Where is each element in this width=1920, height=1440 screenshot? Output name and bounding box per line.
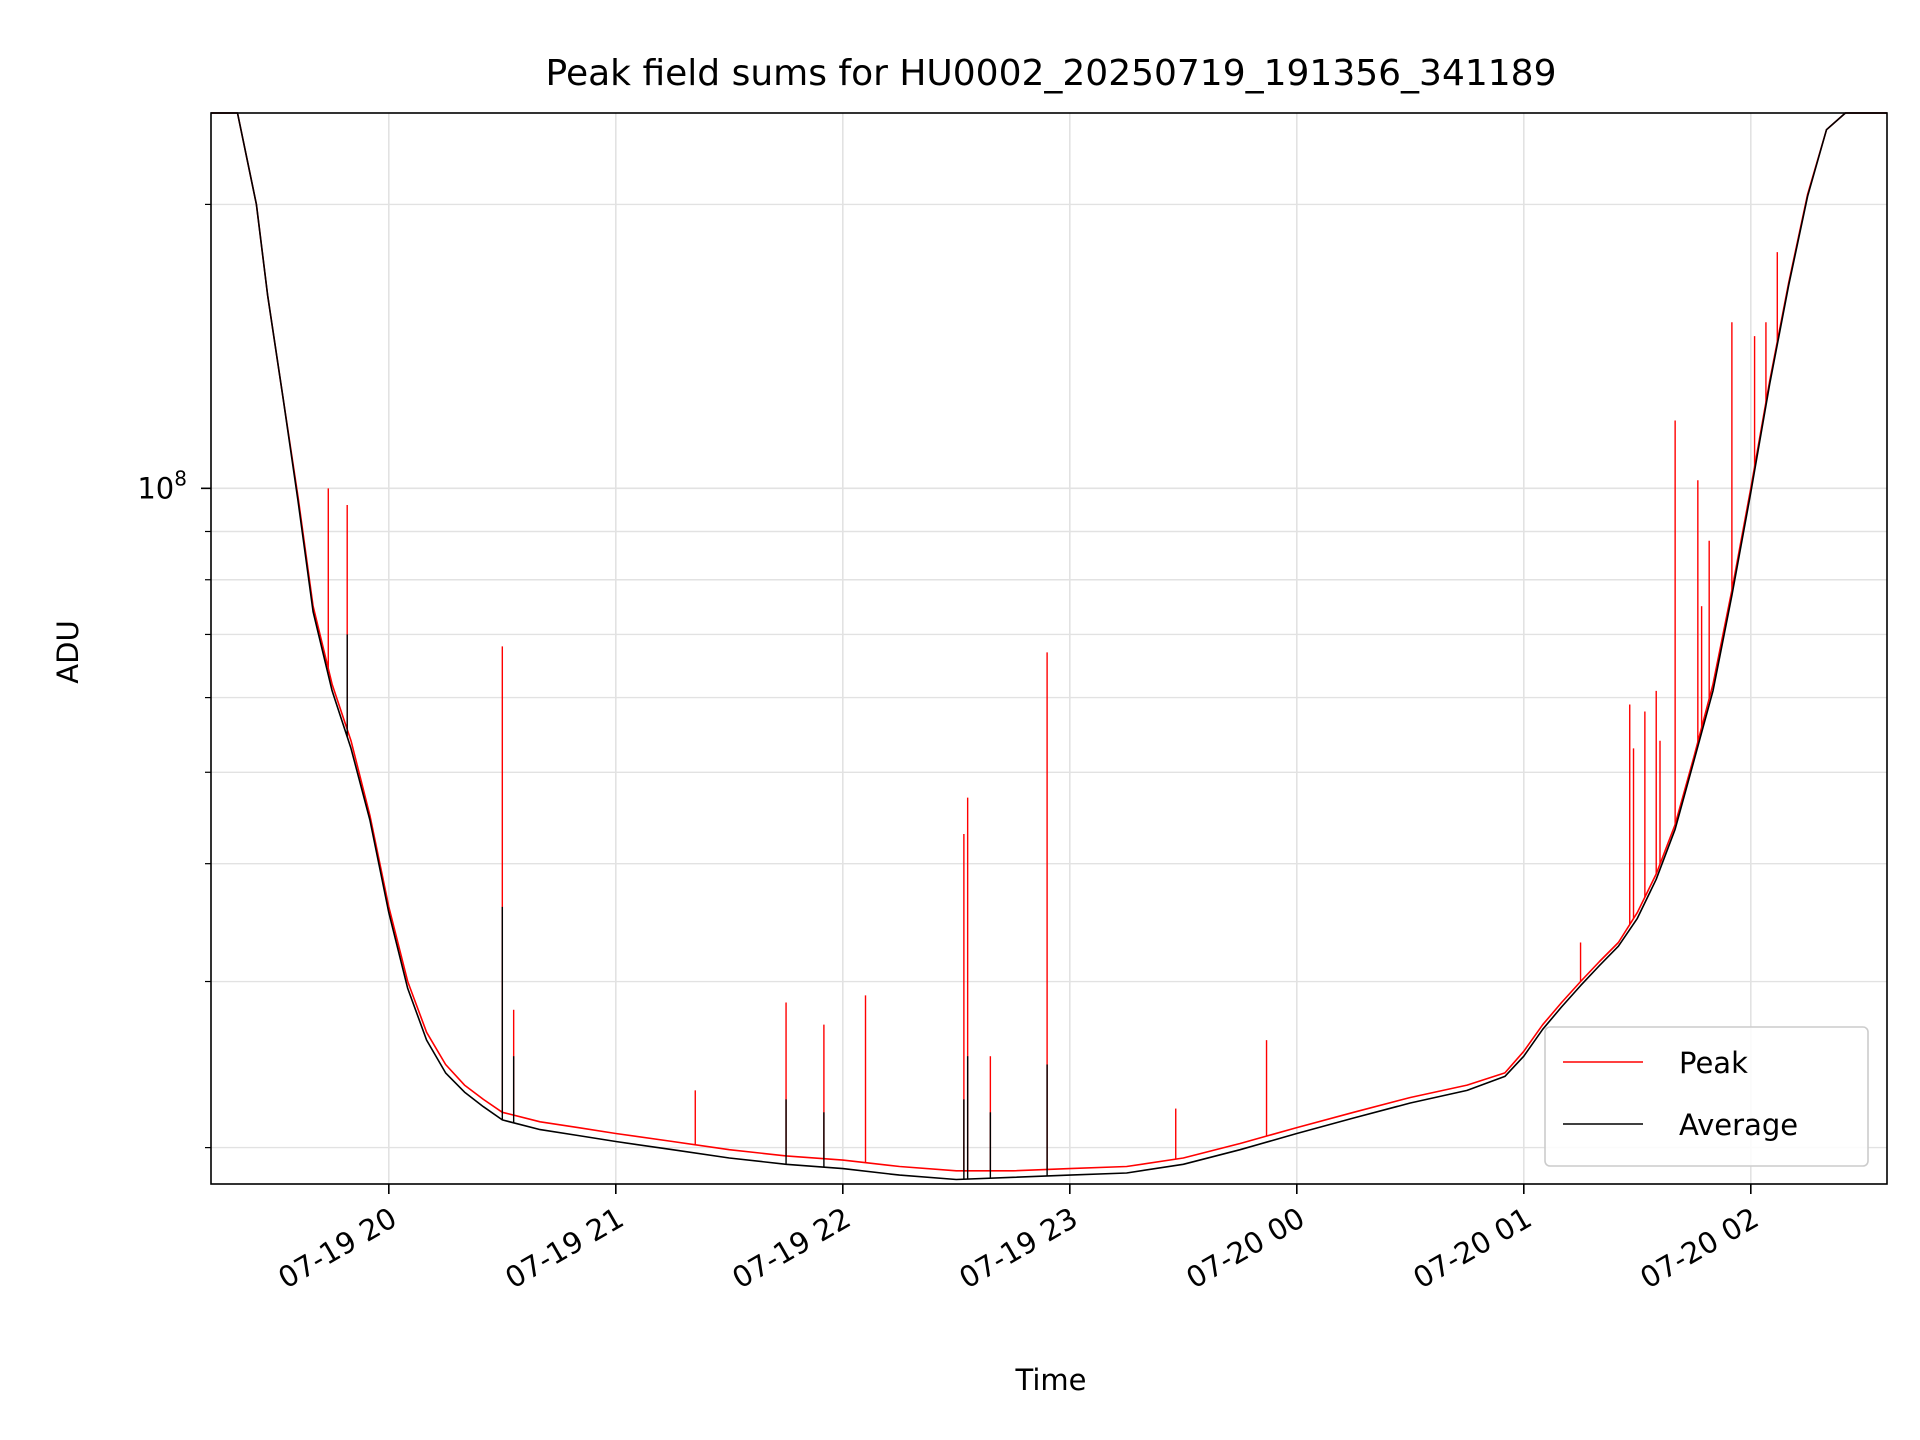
series-line-peak <box>211 112 1887 1172</box>
y-tick-label: 108 <box>137 466 187 505</box>
x-tick-label: 07-19 22 <box>726 1201 856 1296</box>
series-layer <box>211 112 1887 1181</box>
axis-ticks: 108 07-19 20 07-19 21 07-19 22 07-19 23 07-20… <box>137 203 1764 1296</box>
x-axis-label: Time <box>1015 1363 1087 1397</box>
y-axis-label: ADU <box>51 620 85 683</box>
plot-area-frame <box>210 112 1888 1185</box>
grid <box>211 113 1887 1184</box>
x-tick-label: 07-19 23 <box>953 1201 1083 1296</box>
legend-label-peak: Peak <box>1679 1046 1748 1080</box>
x-tick-label: 07-20 00 <box>1180 1201 1310 1296</box>
x-tick-label: 07-19 20 <box>272 1201 402 1296</box>
legend: Peak Average <box>1544 1026 1869 1167</box>
series-line-average <box>211 112 1887 1181</box>
chart-title: Peak field sums for HU0002_20250719_1913… <box>546 53 1557 94</box>
x-tick-label: 07-19 21 <box>499 1201 629 1296</box>
legend-label-average: Average <box>1679 1108 1798 1142</box>
x-tick-label: 07-20 02 <box>1634 1201 1764 1296</box>
x-tick-label: 07-20 01 <box>1407 1201 1537 1296</box>
